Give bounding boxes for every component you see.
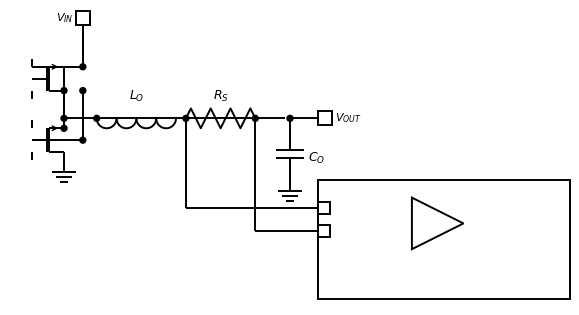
Circle shape (183, 115, 189, 121)
Circle shape (94, 115, 100, 121)
Circle shape (287, 115, 293, 121)
Text: Current sense: Current sense (443, 193, 521, 203)
Text: $L_O$: $L_O$ (129, 89, 144, 105)
Bar (318, 202, 329, 214)
Bar (318, 112, 332, 125)
Text: $R_S$: $R_S$ (212, 89, 229, 105)
Bar (318, 226, 329, 237)
Text: CS gain = 10: CS gain = 10 (420, 276, 493, 286)
Circle shape (252, 115, 258, 121)
Text: VOUT: VOUT (332, 203, 362, 213)
Bar (76, 11, 90, 25)
Circle shape (61, 125, 67, 131)
Text: $C_O$: $C_O$ (308, 151, 325, 166)
Text: amplifier: amplifier (457, 204, 507, 215)
Circle shape (61, 88, 67, 94)
Circle shape (80, 137, 86, 143)
Text: ISNS+: ISNS+ (332, 226, 365, 236)
Text: +: + (415, 229, 425, 242)
Text: $V_{OUT}$: $V_{OUT}$ (335, 112, 361, 125)
Circle shape (61, 115, 67, 121)
Text: $V_{IN}$: $V_{IN}$ (56, 11, 74, 25)
Bar (318, 180, 570, 299)
Circle shape (80, 64, 86, 70)
Text: −: − (415, 205, 425, 218)
Circle shape (80, 88, 86, 94)
